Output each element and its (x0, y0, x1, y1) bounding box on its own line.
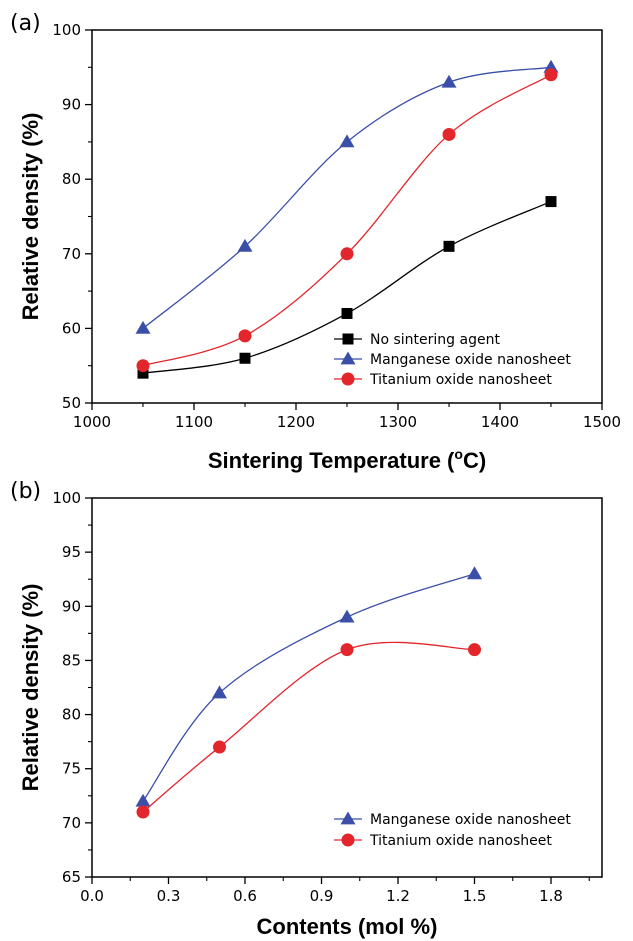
x-axis-title: Sintering Temperature (oC) (208, 446, 486, 473)
x-tick-label: 1400 (481, 413, 519, 431)
data-point (239, 352, 251, 364)
x-tick-label: 1500 (583, 413, 621, 431)
data-point (467, 566, 482, 580)
legend-marker (342, 333, 354, 345)
x-axis-title-text: Sintering Temperature ( (208, 448, 455, 473)
data-point (545, 196, 557, 208)
series-0 (137, 196, 557, 379)
legend-marker (341, 833, 355, 847)
y-tick-label: 95 (62, 543, 81, 561)
legend-entry: Manganese oxide nanosheet (334, 811, 571, 828)
legend-label: Titanium oxide nanosheet (369, 833, 552, 849)
data-point (136, 359, 150, 373)
data-point (212, 685, 227, 699)
legend-entry: Titanium oxide nanosheet (334, 372, 552, 388)
y-tick-label: 50 (62, 394, 81, 412)
series-line (142, 641, 475, 813)
panel-label: (b) (10, 479, 41, 504)
plot-frame (91, 29, 603, 404)
legend-entry: No sintering agent (334, 332, 500, 348)
x-tick-label: 0.3 (157, 887, 181, 905)
data-point (238, 329, 252, 343)
series-line (142, 74, 552, 367)
x-tick-label: 0.0 (80, 887, 104, 905)
series-line (142, 573, 475, 802)
chart-panel-b: (b) 0.0 0.3 0.6 0.9 1.2 1.5 1.8 65 70 75 80 85 90 95 10… (10, 479, 603, 939)
y-tick-label: 85 (62, 651, 81, 669)
legend-label: No sintering agent (370, 332, 500, 348)
x-tick-label: 1.8 (539, 887, 563, 905)
series-0 (135, 566, 482, 807)
x-tick-label: 0.6 (233, 887, 257, 905)
x-tick-label: 1.2 (386, 887, 410, 905)
data-point (443, 240, 455, 252)
y-tick-label: 70 (62, 245, 81, 263)
x-tick-label: 0.9 (310, 887, 334, 905)
y-tick-label: 90 (62, 597, 81, 615)
y-tick-label: 100 (52, 21, 81, 39)
data-point (544, 68, 558, 82)
data-point (340, 643, 354, 657)
legend-label: Titanium oxide nanosheet (369, 372, 552, 388)
x-axis-title-end: C) (463, 448, 486, 473)
data-point (339, 609, 355, 623)
x-tick-label: 1.5 (463, 887, 487, 905)
series-1 (135, 59, 559, 334)
data-point (135, 793, 151, 807)
legend-entry: Manganese oxide nanosheet (334, 351, 571, 368)
data-point (237, 238, 253, 252)
data-point (341, 307, 353, 319)
data-point (442, 127, 456, 141)
series-2 (136, 68, 558, 373)
legend-marker (341, 372, 355, 386)
y-tick-label: 75 (62, 760, 81, 778)
y-tick-label: 60 (62, 319, 81, 337)
legend-entry: Titanium oxide nanosheet (334, 833, 552, 849)
data-point (441, 74, 457, 88)
legend-marker (340, 811, 356, 825)
data-point (468, 643, 481, 657)
data-point (213, 740, 226, 754)
data-point (339, 134, 355, 148)
chart-panel-a: (a) 1000 1100 1200 1300 1400 1500 50 60 70 80 90 100… (10, 11, 621, 473)
data-point (137, 367, 149, 379)
x-tick-label: 1000 (73, 413, 111, 431)
y-tick-label: 70 (62, 814, 81, 832)
data-point (340, 247, 354, 261)
legend-marker (340, 351, 356, 365)
x-tick-label: 1300 (379, 413, 417, 431)
data-point (136, 805, 150, 819)
x-axis-title-sup: o (454, 446, 463, 462)
legend-label: Manganese oxide nanosheet (370, 352, 571, 368)
y-tick-label: 100 (52, 489, 81, 507)
y-tick-label: 80 (62, 706, 81, 724)
y-tick-label: 65 (62, 868, 81, 886)
y-axis-title: Relative density (%) (18, 113, 43, 321)
x-axis-title: Contents (mol %) (257, 914, 438, 939)
legend-label: Manganese oxide nanosheet (370, 812, 571, 828)
y-axis-title: Relative density (%) (18, 584, 43, 792)
panel-label: (a) (10, 11, 41, 36)
series-1 (136, 641, 481, 819)
data-point (135, 320, 151, 334)
x-tick-label: 1100 (175, 413, 213, 431)
x-tick-label: 1200 (277, 413, 315, 431)
y-tick-label: 90 (62, 96, 81, 114)
y-tick-label: 80 (62, 170, 81, 188)
x-axis-title-text: Contents (mol %) (257, 914, 438, 939)
